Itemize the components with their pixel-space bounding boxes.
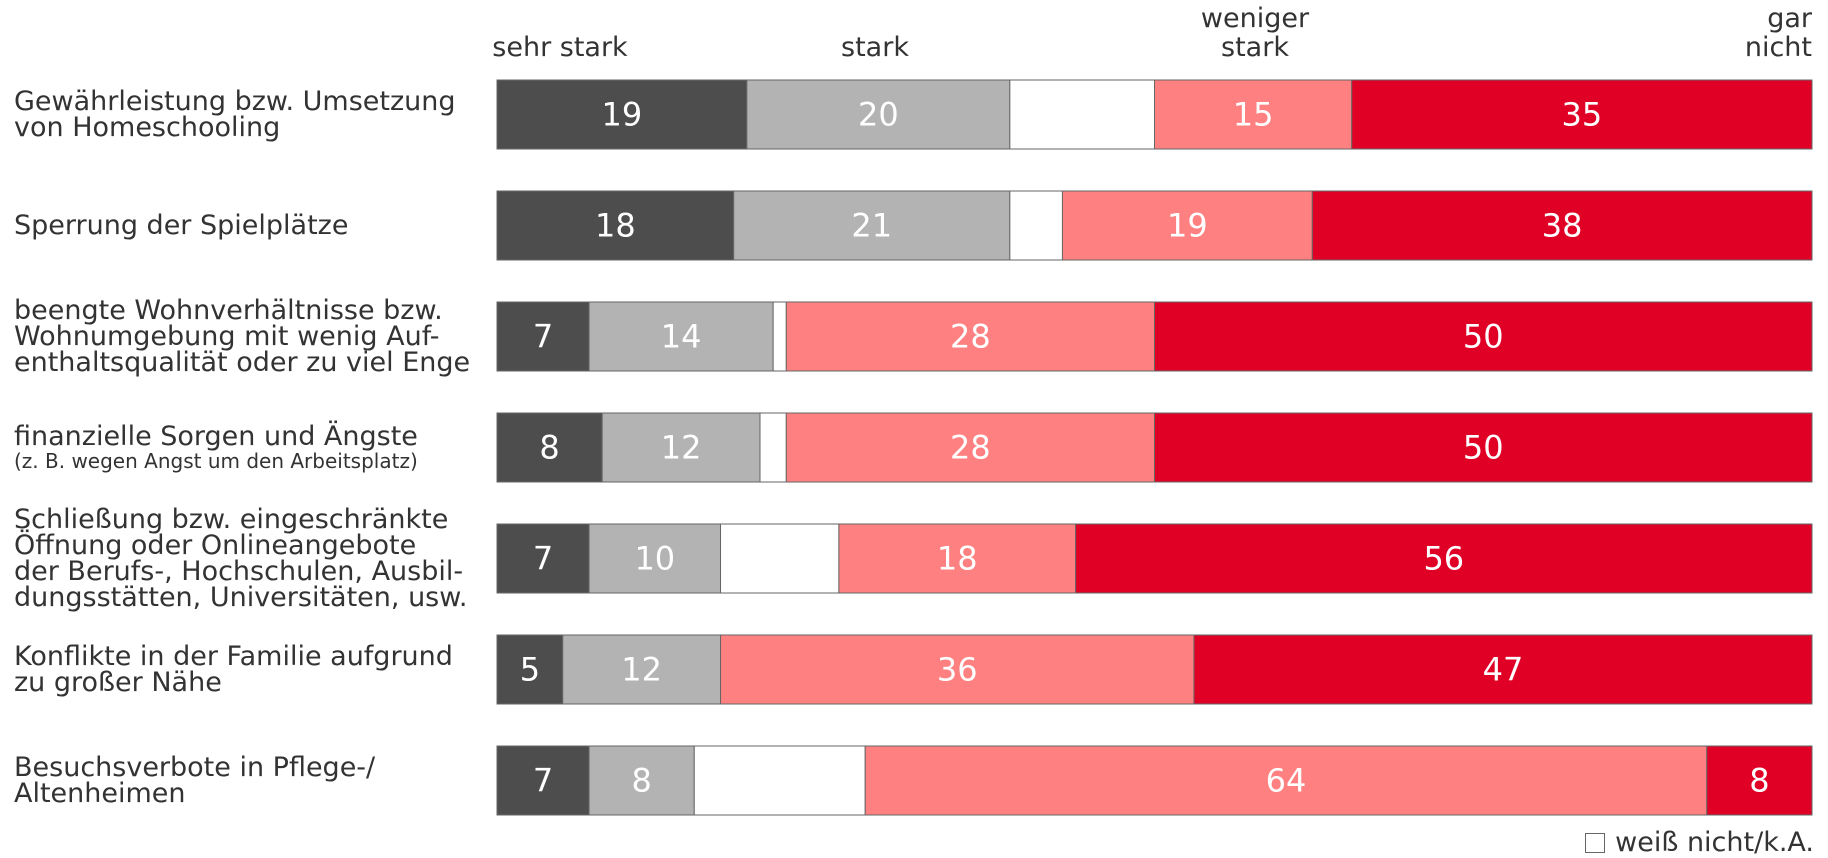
legend-label: weiß nicht/k.A. — [1615, 827, 1814, 858]
data-label: 8 — [631, 762, 651, 800]
category-label: Schließung bzw. eingeschränkte Öffnung od… — [14, 503, 468, 613]
bar-segment — [1351, 79, 1813, 150]
data-label: 19 — [1167, 207, 1208, 245]
data-label: 8 — [1749, 762, 1769, 800]
bar-segment — [838, 523, 1077, 594]
data-label: 50 — [1463, 429, 1504, 467]
data-label: 64 — [1266, 762, 1307, 800]
bar-segment — [588, 523, 722, 594]
data-label: 28 — [950, 318, 991, 356]
bar-segment — [785, 301, 1155, 372]
bar-segment — [1061, 190, 1313, 261]
bar-segment — [601, 412, 761, 483]
data-label: 47 — [1483, 651, 1524, 689]
bar-segment — [496, 190, 735, 261]
column-header-weniger-stark: weniger stark — [1200, 3, 1310, 63]
bar-segment — [693, 745, 866, 816]
bar-segment — [1075, 523, 1813, 594]
data-label: 56 — [1423, 540, 1464, 578]
bar-segment — [1009, 79, 1155, 150]
category-label: finanzielle Sorgen und Ängste (z. B. wege… — [14, 423, 484, 473]
category-label: beengte Wohnverhältnisse bzw. Wohnumgebun… — [14, 294, 471, 378]
bar-segment — [562, 634, 722, 705]
bar-segment — [1311, 190, 1813, 261]
data-label: 38 — [1542, 207, 1583, 245]
bar-segment — [785, 412, 1155, 483]
data-label: 7 — [533, 762, 553, 800]
bar-segment — [759, 412, 787, 483]
data-label: 36 — [937, 651, 978, 689]
data-label: 7 — [533, 318, 553, 356]
bar-segment — [496, 412, 603, 483]
bar-segment — [733, 190, 1011, 261]
data-label: 18 — [937, 540, 978, 578]
category-label: Konflikte in der Familie aufgrund zu groß… — [14, 640, 453, 698]
bar-segment — [496, 634, 564, 705]
data-label: 28 — [950, 429, 991, 467]
bar-segment — [772, 301, 787, 372]
legend: weiß nicht/k.A. — [1585, 828, 1814, 858]
data-label: 7 — [533, 540, 553, 578]
category-label: Gewährleistung bzw. Umsetzung von Homesch… — [14, 85, 456, 143]
data-label: 18 — [595, 207, 636, 245]
bar-segment — [1706, 745, 1813, 816]
data-label: 50 — [1463, 318, 1504, 356]
bar-segment — [496, 523, 590, 594]
category-note: (z. B. wegen Angst um den Arbeitsplatz) — [14, 448, 418, 473]
bar-segment — [1154, 412, 1813, 483]
bar-segment — [1154, 301, 1813, 372]
bar-segment — [588, 301, 774, 372]
column-header-stark: stark — [841, 32, 909, 63]
data-label: 12 — [621, 651, 662, 689]
data-label: 15 — [1233, 96, 1274, 134]
data-label: 14 — [661, 318, 702, 356]
data-label: 12 — [661, 429, 702, 467]
column-header-sehr-stark: sehr stark — [492, 32, 628, 63]
bar-segment — [496, 301, 590, 372]
bar-segment — [496, 745, 590, 816]
column-header-gar-nicht: gar nicht — [1744, 3, 1812, 63]
bar-segment — [1193, 634, 1813, 705]
data-label: 21 — [851, 207, 892, 245]
legend-swatch-weiss-nicht — [1585, 833, 1606, 853]
bar-segment — [720, 634, 1195, 705]
bar-segment — [746, 79, 1011, 150]
category-label: Besuchsverbote in Pflege-/Altenheimen — [14, 751, 376, 809]
data-label: 10 — [634, 540, 675, 578]
data-label: 19 — [602, 96, 643, 134]
bar-segment — [720, 523, 840, 594]
data-label: 20 — [858, 96, 899, 134]
data-label: 8 — [539, 429, 559, 467]
bar-segment — [1009, 190, 1063, 261]
bar-segment — [864, 745, 1708, 816]
data-label: 5 — [520, 651, 540, 689]
category-label: Sperrung der Spielplätze — [14, 209, 349, 241]
bar-segment — [588, 745, 695, 816]
data-label: 35 — [1562, 96, 1603, 134]
